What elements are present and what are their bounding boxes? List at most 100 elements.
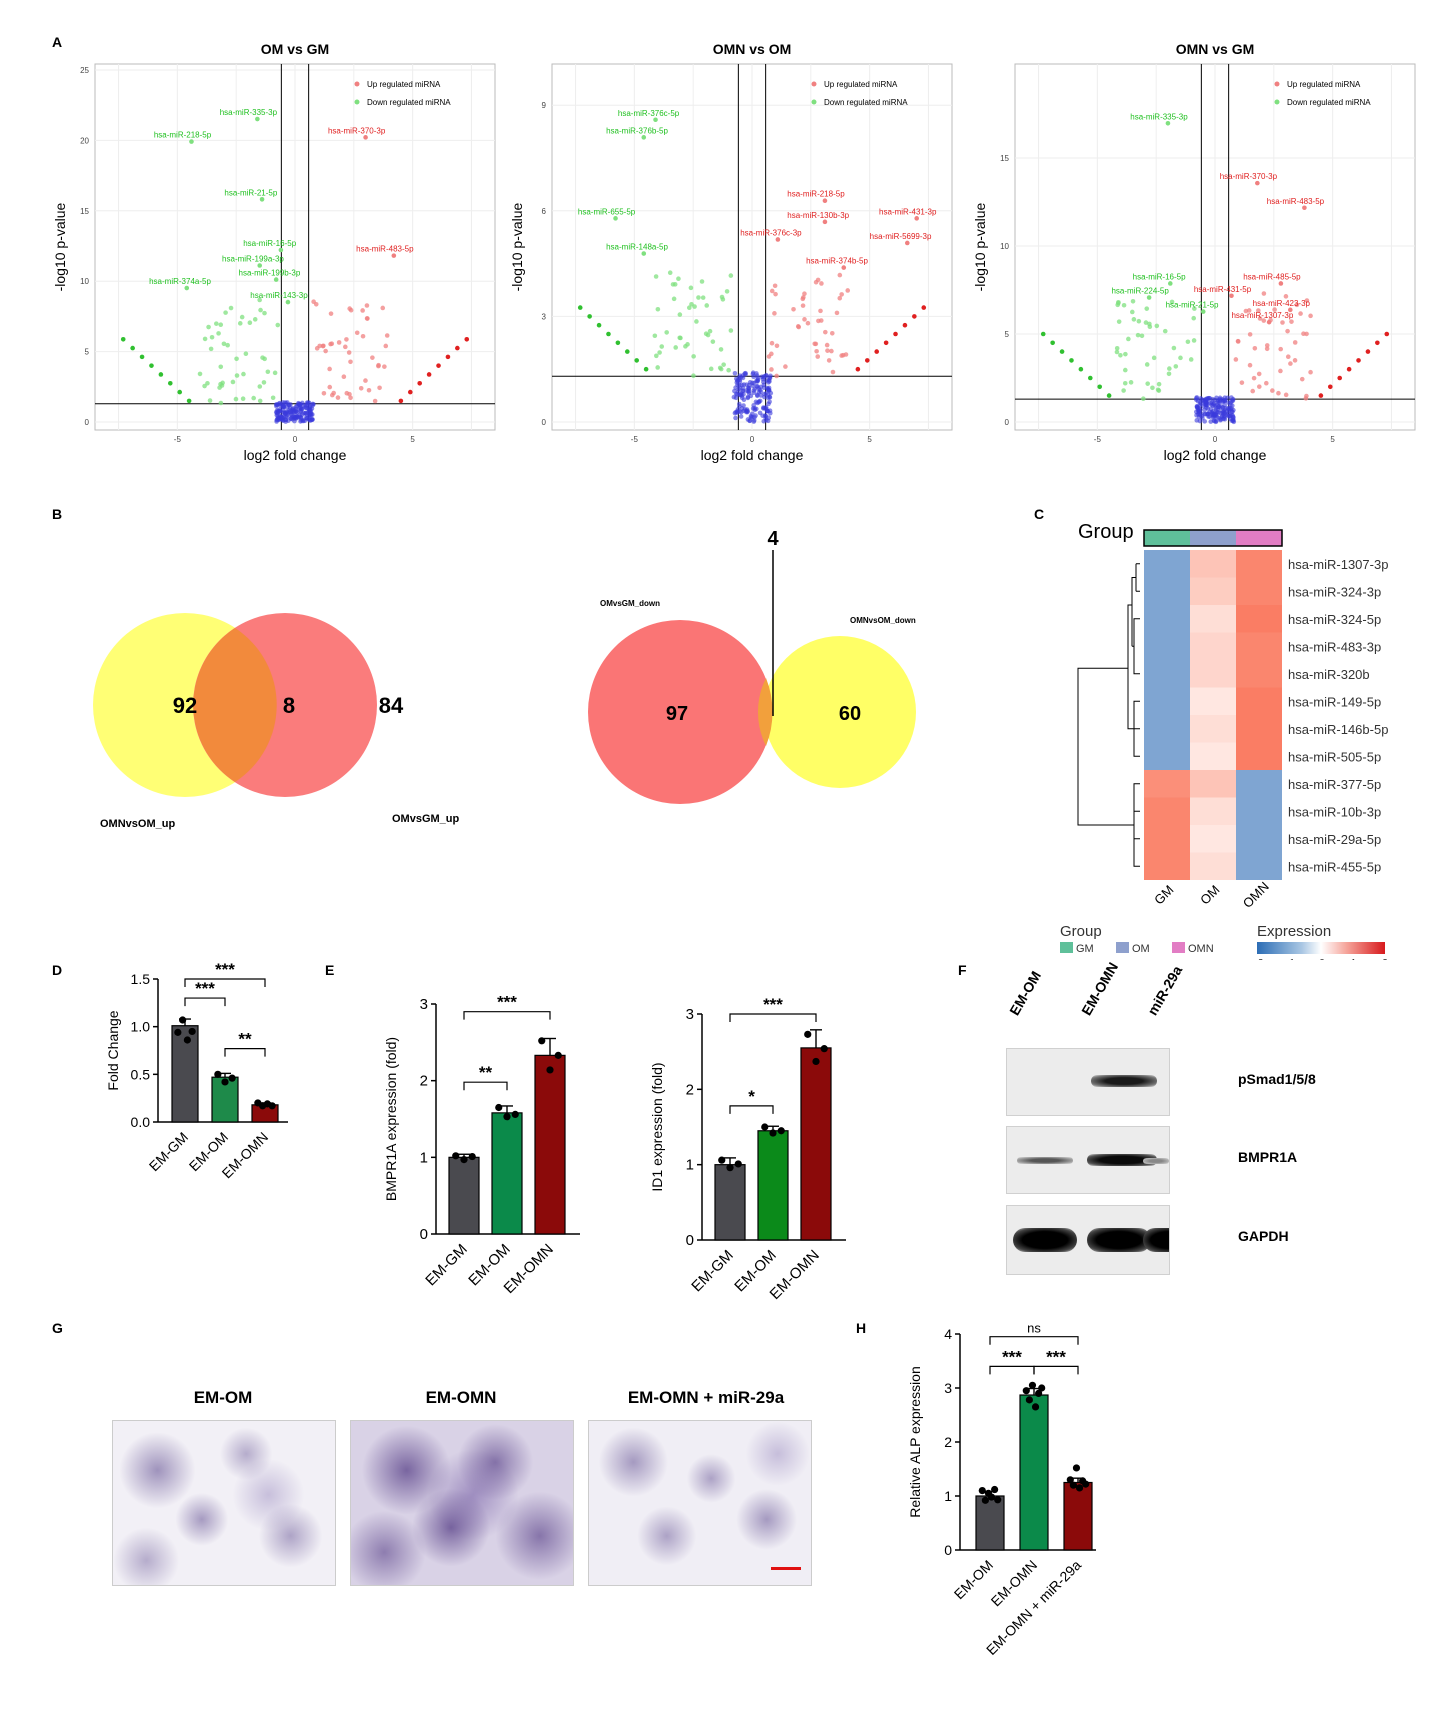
data-point — [1038, 1384, 1046, 1392]
expr-colorbar — [1257, 942, 1385, 954]
point-up-edge — [398, 398, 404, 404]
point-up — [843, 352, 849, 357]
point-down-edge — [149, 363, 154, 368]
labeled-point — [822, 219, 828, 225]
gene-label: hsa-miR-431-5p — [1194, 285, 1252, 294]
point-ns — [1222, 416, 1228, 422]
point-ns — [735, 378, 740, 384]
point-ns — [293, 407, 299, 412]
row-label: hsa-miR-10b-3p — [1288, 804, 1381, 819]
point-down — [1118, 353, 1123, 358]
y-tick: 15 — [1000, 154, 1009, 163]
heat-cell — [1144, 550, 1190, 578]
group-bar-OM — [1190, 530, 1236, 546]
y-axis-label: Fold Change — [105, 1010, 121, 1090]
venn-overlap-up — [193, 628, 277, 782]
point-ns — [733, 415, 738, 421]
heat-cell — [1190, 550, 1236, 578]
data-point — [468, 1152, 476, 1161]
point-ns — [734, 392, 740, 397]
point-up — [830, 369, 836, 375]
row-label: hsa-miR-483-3p — [1288, 639, 1381, 654]
panel-label-g: G — [52, 1320, 63, 1336]
point-down — [667, 270, 673, 276]
volcano-0: OM vs GM 0 5 10 15 20 25 -5 0 5 hsa-miR-335-3p hsa-… — [52, 41, 496, 463]
labeled-point — [1229, 293, 1234, 299]
gene-label: hsa-miR-16-5p — [243, 239, 296, 248]
point-up — [1264, 346, 1270, 352]
point-ns — [731, 394, 737, 400]
venn-circle-omn-vs-om-down — [764, 636, 916, 788]
x-tick: 5 — [410, 435, 415, 444]
y-tick-label: 2 — [420, 1073, 428, 1090]
point-ns — [750, 371, 756, 377]
point-down — [1192, 306, 1197, 311]
point-down-edge — [120, 336, 126, 342]
heatmap-group-title: Group — [1078, 521, 1134, 543]
row-label: hsa-miR-29a-5p — [1288, 832, 1381, 847]
point-down — [197, 371, 203, 377]
lane-label: EM-OMN — [1078, 959, 1122, 1018]
point-up — [377, 385, 382, 391]
point-down — [202, 383, 207, 389]
point-down — [1188, 357, 1194, 362]
point-down — [1154, 323, 1160, 329]
point-up-edge — [1318, 393, 1324, 398]
point-down — [214, 321, 219, 326]
blot-strip-psmad — [1006, 1048, 1170, 1116]
point-down — [719, 294, 725, 300]
point-down-edge — [606, 331, 611, 337]
point-up — [1292, 358, 1298, 363]
point-ns — [274, 417, 280, 423]
sig-label: *** — [1046, 1347, 1066, 1366]
data-point — [221, 1078, 229, 1086]
point-down-edge — [177, 389, 183, 395]
heat-cell — [1190, 715, 1236, 743]
point-down — [228, 305, 234, 311]
gene-label: hsa-miR-374a-5p — [149, 277, 211, 286]
point-up — [814, 348, 819, 354]
sig-bracket — [729, 1013, 817, 1022]
point-down — [265, 369, 271, 375]
y-tick: 6 — [542, 207, 547, 216]
blot-strip-bmpr1a — [1006, 1126, 1170, 1194]
point-up — [343, 344, 348, 350]
point-down — [209, 334, 215, 340]
bar-EM-OMN — [800, 1047, 832, 1241]
x-tick: 5 — [867, 435, 872, 444]
data-point — [761, 1123, 769, 1131]
legend-up-dot — [354, 81, 360, 87]
point-down — [237, 321, 243, 326]
point-up — [1294, 302, 1300, 308]
legend-group-label: OM — [1132, 943, 1150, 955]
legend-up-dot — [811, 81, 817, 87]
point-down — [708, 366, 714, 372]
point-ns — [739, 395, 745, 401]
point-down-edge — [1078, 366, 1084, 372]
venn-up: 92 8 84 OMNvsOM_up OMvsGM_up — [93, 613, 460, 830]
venn-overlap-down — [757, 678, 773, 746]
point-down — [218, 400, 224, 406]
gene-label: hsa-miR-148a-5p — [606, 243, 668, 252]
y-axis-label: ID1 expression (fold) — [650, 1062, 665, 1191]
data-point — [1025, 1396, 1033, 1404]
point-ns — [1197, 418, 1203, 424]
panel-label-h: H — [856, 1320, 867, 1336]
point-down — [1171, 345, 1177, 351]
point-up — [370, 355, 375, 360]
point-down-edge — [1040, 331, 1046, 337]
heat-cell — [1190, 797, 1236, 825]
point-up — [837, 295, 843, 301]
point-up — [1278, 346, 1284, 352]
point-up — [1272, 307, 1277, 312]
x-tick: 5 — [1330, 435, 1335, 444]
gene-label: hsa-miR-16-5p — [1133, 272, 1186, 281]
point-up — [812, 341, 818, 347]
point-down — [1166, 371, 1172, 377]
point-down — [240, 396, 246, 402]
point-up-edge — [855, 366, 861, 372]
data-point — [812, 1057, 820, 1066]
point-up — [1308, 369, 1313, 375]
point-down — [688, 285, 694, 291]
